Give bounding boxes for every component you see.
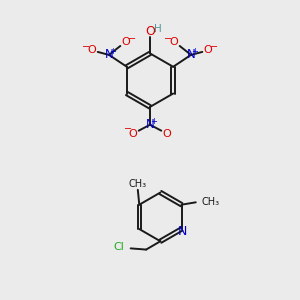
Text: −: − bbox=[128, 34, 136, 44]
Text: O: O bbox=[145, 25, 155, 38]
Text: O: O bbox=[122, 38, 130, 47]
Text: +: + bbox=[150, 117, 157, 126]
Text: N: N bbox=[146, 118, 154, 131]
Text: −: − bbox=[209, 42, 218, 52]
Text: H: H bbox=[154, 24, 162, 34]
Text: Cl: Cl bbox=[113, 242, 124, 252]
Text: O: O bbox=[169, 38, 178, 47]
Text: −: − bbox=[164, 34, 172, 44]
Text: −: − bbox=[124, 124, 132, 134]
Text: O: O bbox=[163, 129, 172, 139]
Text: CH₃: CH₃ bbox=[201, 197, 219, 207]
Text: O: O bbox=[128, 129, 137, 139]
Text: O: O bbox=[204, 44, 213, 55]
Text: +: + bbox=[110, 47, 116, 56]
Text: −: − bbox=[82, 42, 91, 52]
Text: +: + bbox=[191, 47, 198, 56]
Text: N: N bbox=[105, 48, 113, 62]
Text: CH₃: CH₃ bbox=[129, 179, 147, 190]
Text: N: N bbox=[177, 225, 187, 238]
Text: N: N bbox=[187, 48, 195, 62]
Text: O: O bbox=[87, 44, 96, 55]
